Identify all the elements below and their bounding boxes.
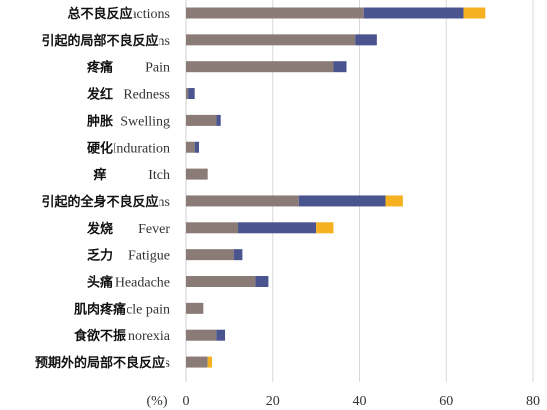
label-backing [40,32,160,49]
bars [186,7,486,368]
bar-segment [188,88,195,100]
y-tick-label-zh: 肿胀 [87,114,113,129]
x-axis-label: (%) [147,394,168,409]
label-backing [84,220,115,237]
x-tick-label: 20 [266,394,280,409]
y-tick-label-zh: 痒 [93,167,106,183]
x-tick-label: 0 [183,394,190,409]
label-backing [85,114,115,130]
y-tick-label-zh: 疼痛 [87,60,113,76]
y-tick-label-en: Itch [148,168,170,183]
x-tick-label: 80 [526,394,540,409]
y-tick-label-zh: 肌肉疼痛 [74,301,126,317]
y-tick-label-en: Induration [112,141,170,156]
bar-segment [216,329,226,341]
y-tick-label-zh: 发烧 [86,221,113,237]
label-backing [84,86,115,103]
y-tick-label-zh: 预期外的局部不良反应 [35,355,165,371]
bar-segment [186,302,204,314]
bar-segment [238,222,317,234]
bar-segment [207,356,213,368]
label-backing [72,328,128,345]
x-tick-label: 40 [353,394,367,409]
y-tick-label-zh: 头痛 [87,275,113,291]
label-backing [85,247,115,264]
bar-segment [186,61,334,73]
bar-segment [186,168,208,180]
y-tick-label-zh: 硬化 [87,140,113,156]
x-tick-labels: 0 20 40 60 80 [183,394,541,409]
y-tick-label-en: norexia [128,329,171,344]
bar-segment [298,195,386,207]
label-backing [85,274,115,291]
bar-segment [216,114,221,126]
y-tick-label-zh: 引起的全身不良反应 [41,194,158,210]
x-tick-label: 60 [439,394,453,409]
grid-lines [185,0,534,382]
label-backing [85,140,115,157]
y-tick-label-en: cle pain [126,302,170,317]
bar-segment [333,61,347,73]
y-tick-labels: Total actions总不良反应Sc ons引起的局部不良反应Pain疼痛R… [33,6,171,372]
bar-segment [186,114,217,126]
bar-segment [233,249,243,261]
bar-segment [194,141,200,153]
bar-segment [186,222,239,234]
bar-segment [186,88,189,100]
bar-segment [186,356,208,368]
bar-segment [355,34,377,46]
y-tick-label-zh: 发红 [86,87,113,103]
y-tick-label-en: Redness [123,88,170,103]
bar-segment [316,222,334,234]
label-backing [85,59,115,76]
label-backing [33,355,167,372]
bar-segment [186,329,217,341]
y-tick-label-en: Fatigue [128,249,170,264]
bar-segment [186,141,195,153]
bar-segment [186,276,256,287]
label-backing [72,301,128,318]
y-tick-label-en: Fever [138,222,170,237]
label-backing [92,167,108,184]
y-tick-label-zh: 引起的局部不良反应 [41,33,158,49]
y-tick-label-en: Pain [145,61,170,76]
y-tick-label-en: Swelling [120,114,170,129]
bar-segment [186,195,299,207]
bar-segment [186,7,364,19]
y-tick-label-zh: 总不良反应 [67,6,132,22]
bar-segment [385,195,403,207]
bar-segment [186,34,356,46]
bar-segment [255,276,269,287]
label-backing [66,6,134,22]
label-backing [40,193,160,210]
y-tick-label-zh: 乏力 [87,248,113,264]
y-tick-label-zh: 食欲不振 [74,328,126,344]
bar-segment [186,249,234,261]
y-tick-label-en: Headache [115,276,170,291]
bar-segment [363,7,464,19]
bar-segment [463,7,486,19]
